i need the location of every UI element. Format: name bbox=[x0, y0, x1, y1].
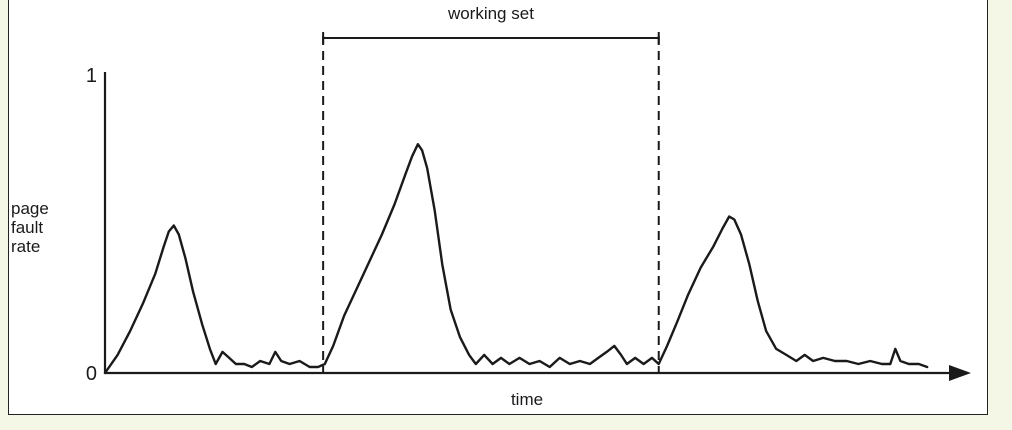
x-axis-label: time bbox=[511, 390, 543, 409]
axes bbox=[103, 72, 971, 381]
y-axis-label-line-1: page bbox=[11, 199, 49, 218]
y-axis-label-line-3: rate bbox=[11, 237, 40, 256]
page-fault-chart: working set 1 0 page fault rate time bbox=[11, 4, 971, 409]
figure-panel: working set 1 0 page fault rate time bbox=[8, 0, 988, 415]
y-axis-label-line-2: fault bbox=[11, 218, 43, 237]
x-axis-arrowhead bbox=[949, 365, 971, 381]
y-tick-label-1: 1 bbox=[86, 65, 97, 87]
y-tick-label-0: 0 bbox=[86, 363, 97, 385]
working-set-label: working set bbox=[447, 4, 534, 23]
page-fault-rate-line bbox=[103, 143, 929, 375]
working-set-annotation: working set bbox=[322, 4, 660, 373]
